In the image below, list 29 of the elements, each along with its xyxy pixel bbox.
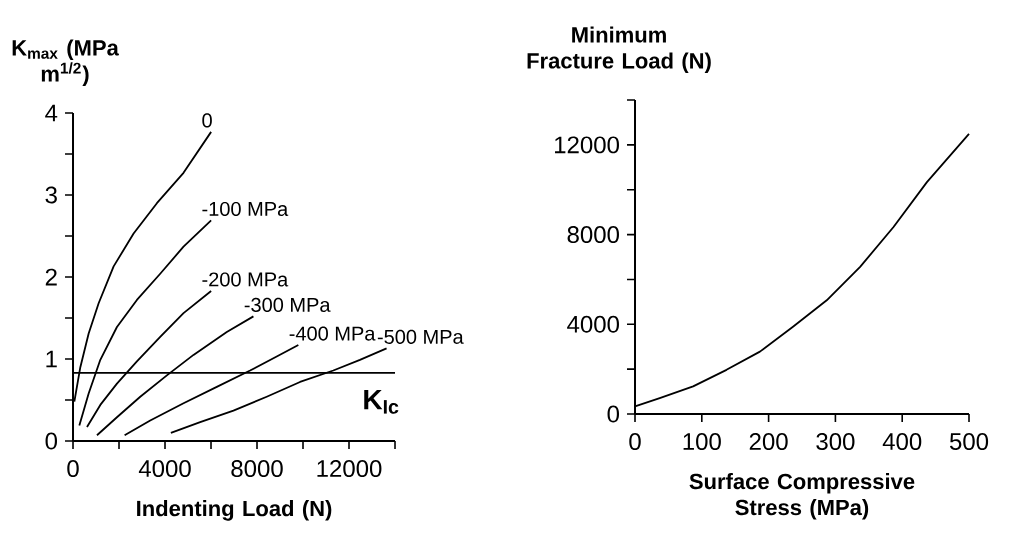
y-tick-label: 0 xyxy=(607,405,620,423)
x-tick-label: 0 xyxy=(67,460,79,478)
series-label: -200 MPa xyxy=(202,272,289,287)
x-tick-label: 300 xyxy=(816,433,855,451)
x-tick-label: 400 xyxy=(882,433,922,451)
y-tick-label: 4 xyxy=(45,104,58,122)
series-label: -400 MPa xyxy=(289,326,376,341)
series-label: 0 xyxy=(202,113,212,128)
x-tick-label: 0 xyxy=(629,433,641,451)
y-tick-label: 3 xyxy=(45,186,57,204)
x-tick-label: 12000 xyxy=(317,460,382,478)
x-axis-title: Indenting Load (N) xyxy=(137,500,332,521)
y-tick-label: 4000 xyxy=(567,315,619,333)
x-tick-label: 200 xyxy=(749,433,788,451)
y-axis-title: Minimum Fracture Load (N) xyxy=(527,26,711,73)
x-tick-label: 8000 xyxy=(231,460,283,478)
y-axis-title: K$_{max}$ (MPa m$^{1/2}$) xyxy=(12,39,119,86)
x-tick-label: 100 xyxy=(683,433,721,451)
x-tick-label: 4000 xyxy=(138,460,191,478)
y-tick-label: 12000 xyxy=(555,136,619,154)
y-tick-label: 8000 xyxy=(567,226,619,244)
y-tick-label: 1 xyxy=(46,350,57,368)
series-label: -100 MPa xyxy=(202,201,289,217)
ref-line-label: K$_{Ic}$ xyxy=(364,390,399,414)
x-tick-label: 500 xyxy=(949,433,989,451)
series-label: -500 MPa xyxy=(377,329,464,344)
y-tick-label: 2 xyxy=(45,268,57,286)
x-axis-title: Surface Compressive Stress (MPa) xyxy=(689,473,915,520)
series-label: -300 MPa xyxy=(244,297,331,312)
